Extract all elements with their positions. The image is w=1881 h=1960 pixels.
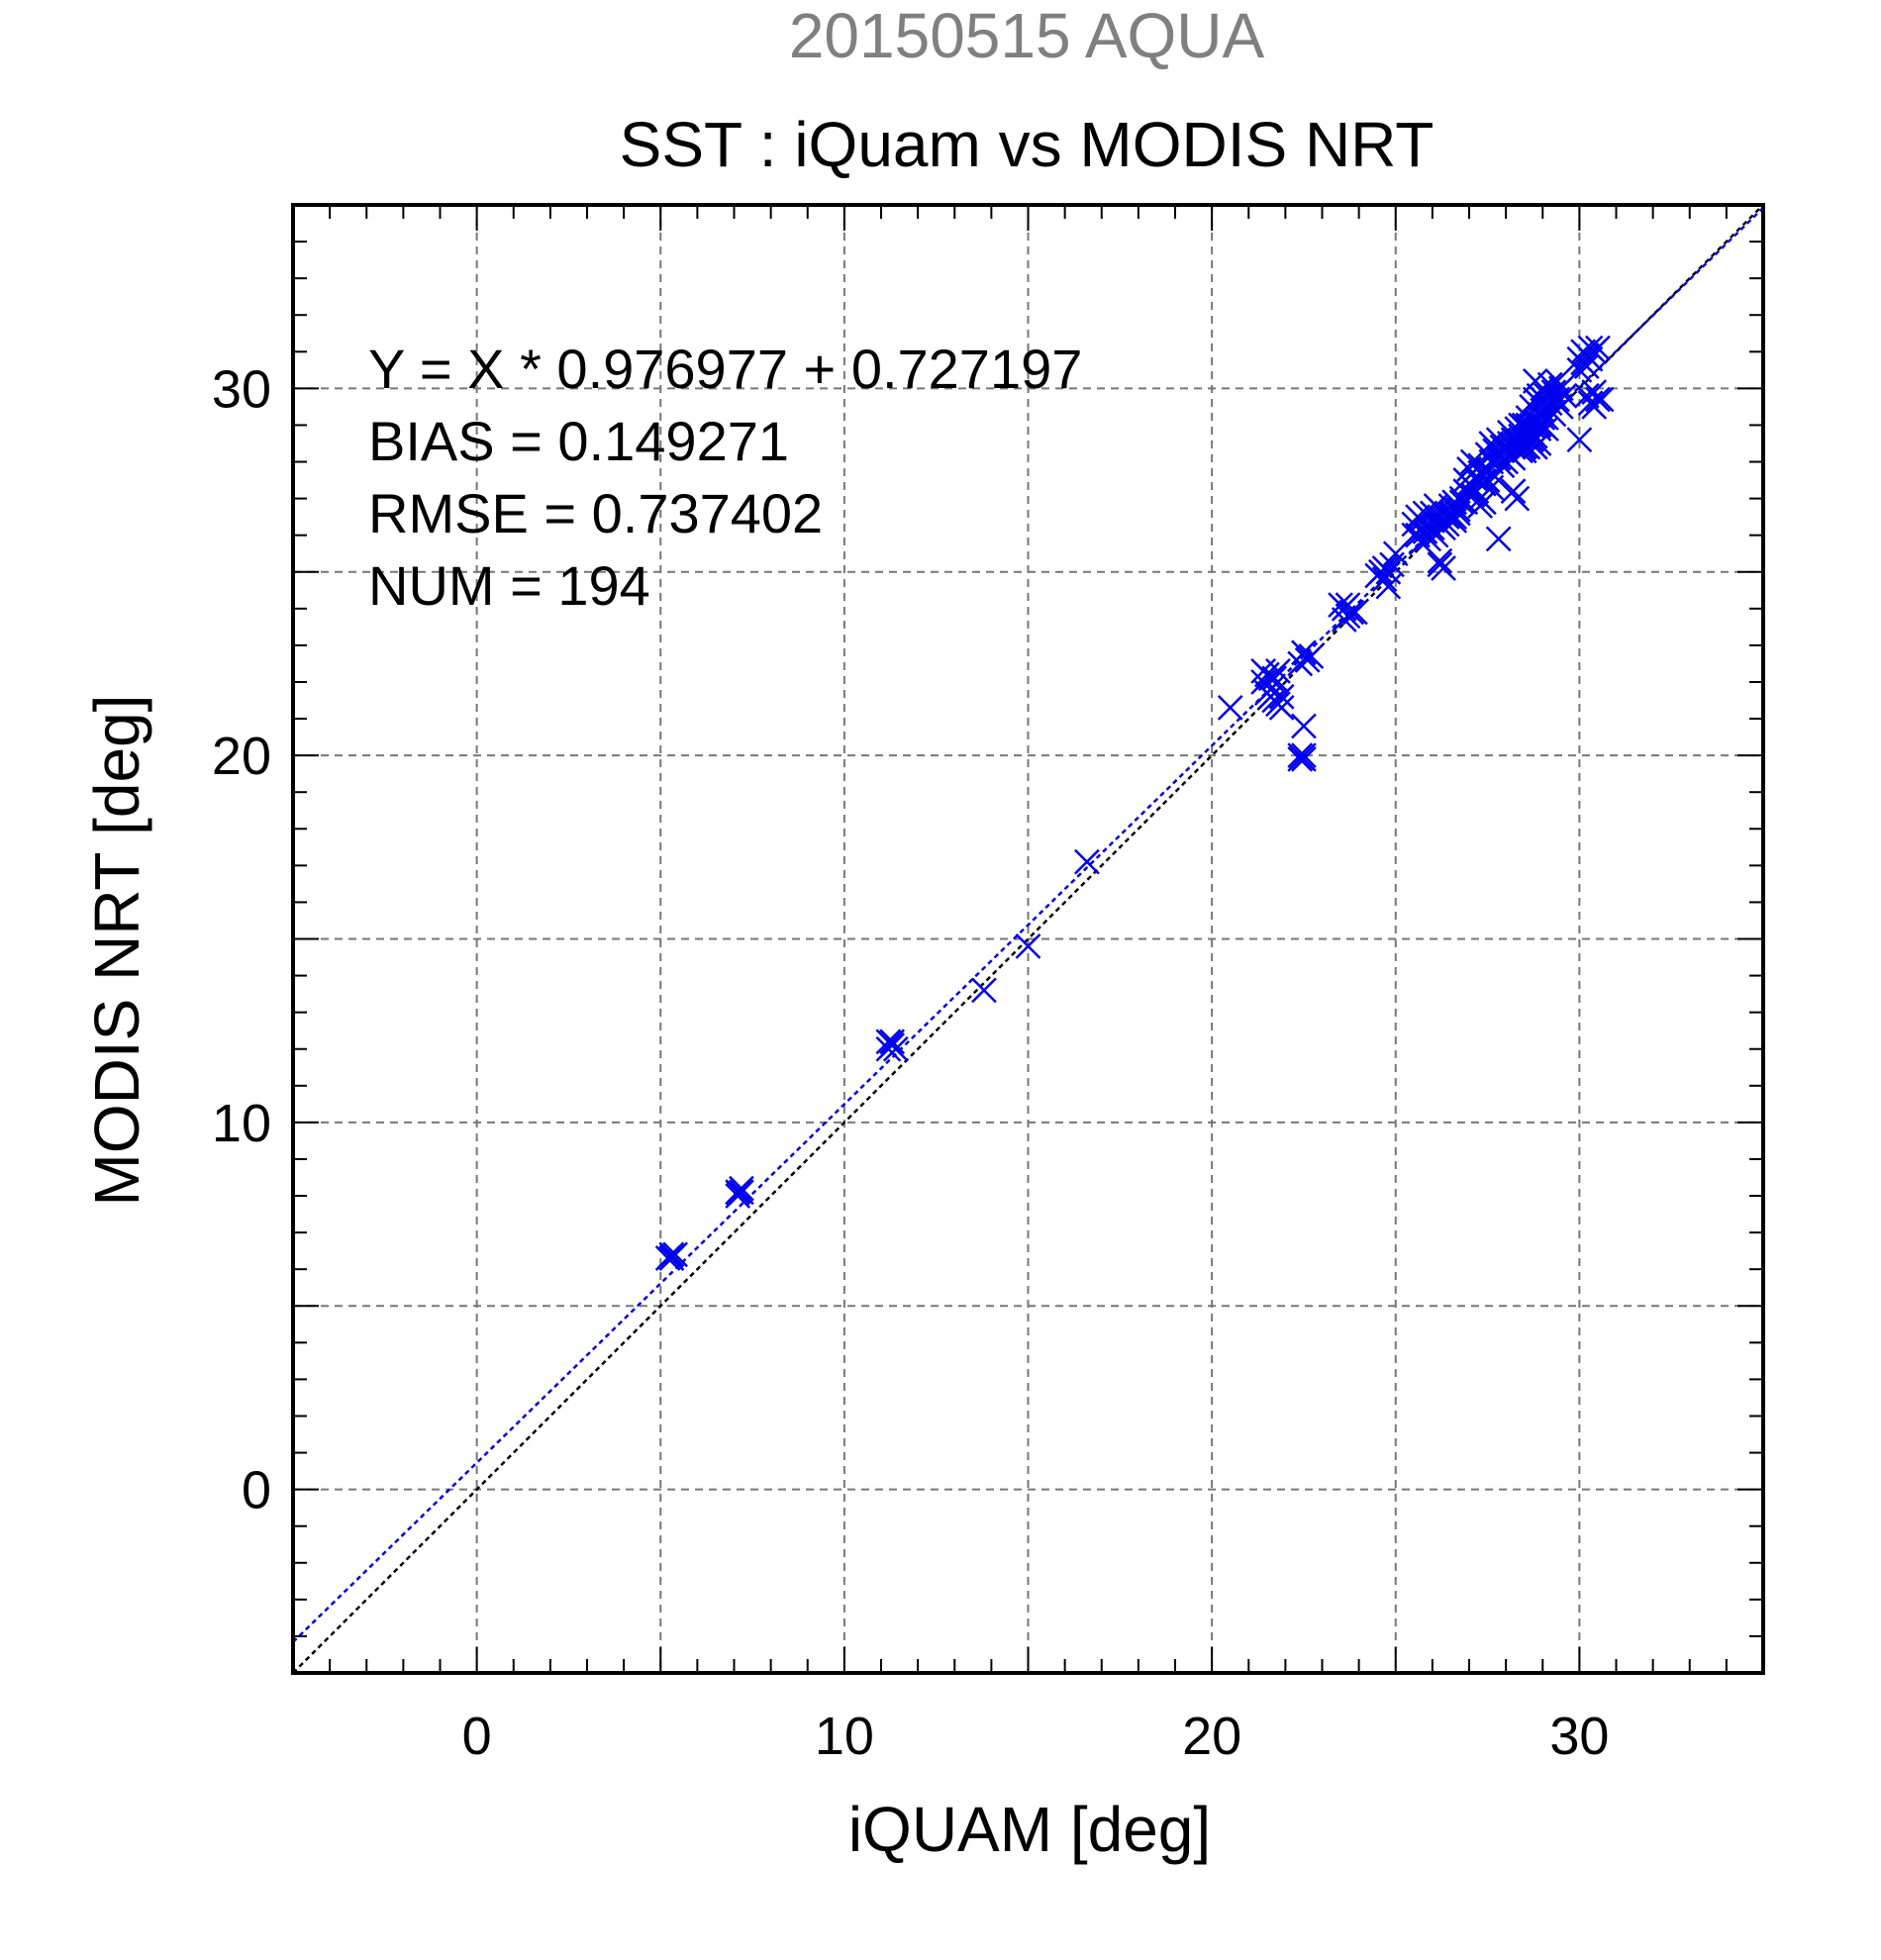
- data-point: [1441, 504, 1468, 531]
- y-tick-label: 0: [242, 1461, 271, 1520]
- data-point: [1504, 427, 1531, 453]
- data-point: [1566, 356, 1593, 383]
- data-point: [1485, 526, 1512, 552]
- data-point: [882, 1035, 909, 1062]
- data-points: [654, 335, 1615, 1271]
- minor-ticks: [293, 205, 1763, 1673]
- data-point: [1217, 695, 1243, 721]
- data-point: [1331, 607, 1357, 633]
- data-point: [1566, 427, 1593, 453]
- chart-title: SST : iQuam vs MODIS NRT: [620, 109, 1435, 180]
- data-point: [1287, 742, 1314, 769]
- data-point: [729, 1179, 754, 1206]
- x-tick-label: 30: [1549, 1707, 1609, 1766]
- data-point: [1544, 368, 1570, 394]
- data-point: [1551, 382, 1578, 409]
- data-point: [1585, 335, 1611, 361]
- data-point: [1530, 386, 1556, 413]
- data-point: [1074, 848, 1100, 875]
- data-point: [1261, 665, 1288, 692]
- stats-box: Y = X * 0.976977 + 0.727197 BIAS = 0.1492…: [368, 338, 1082, 617]
- data-point: [1500, 478, 1527, 505]
- y-tick-labels: 0 10 20 30: [212, 359, 271, 1519]
- data-point: [1478, 431, 1505, 456]
- data-point: [879, 1029, 906, 1055]
- data-point: [1573, 353, 1600, 380]
- data-point: [1511, 412, 1537, 439]
- data-point: [1581, 394, 1608, 420]
- stats-line: Y = X * 0.976977 + 0.727197: [368, 338, 1082, 400]
- x-tick-label: 20: [1182, 1707, 1241, 1766]
- x-axis-label: iQUAM [deg]: [848, 1794, 1211, 1865]
- data-point: [1437, 504, 1464, 531]
- data-point: [1496, 431, 1523, 456]
- data-point: [1375, 558, 1402, 585]
- y-axis-label: MODIS NRT [deg]: [81, 695, 152, 1207]
- data-point: [658, 1245, 685, 1271]
- data-point: [1508, 412, 1534, 439]
- chart-supertitle: 20150515 AQUA: [789, 0, 1265, 71]
- data-point: [1342, 599, 1368, 626]
- data-point: [875, 1035, 902, 1062]
- data-point: [1015, 933, 1041, 959]
- data-point: [1474, 467, 1501, 493]
- data-point: [1478, 474, 1505, 501]
- data-point: [1291, 713, 1317, 739]
- data-point: [1287, 650, 1314, 677]
- data-point: [971, 977, 997, 1004]
- y-tick-label: 10: [212, 1094, 271, 1153]
- data-point: [1448, 489, 1475, 516]
- data-point: [1371, 566, 1398, 593]
- y-tick-label: 20: [212, 727, 271, 786]
- x-tick-label: 10: [815, 1707, 874, 1766]
- data-point: [1291, 742, 1317, 769]
- data-point: [1431, 555, 1456, 581]
- y-tick-label: 30: [212, 359, 271, 419]
- x-tick-labels: 0 10 20 30: [462, 1707, 1610, 1766]
- data-point: [1257, 665, 1284, 692]
- data-point: [658, 1241, 685, 1268]
- stats-line: BIAS = 0.149271: [368, 410, 789, 472]
- stats-line: NUM = 194: [368, 554, 650, 617]
- data-point: [1408, 530, 1435, 555]
- stats-line: RMSE = 0.737402: [368, 482, 823, 544]
- data-point: [1268, 683, 1295, 710]
- data-point: [1416, 515, 1442, 541]
- data-point: [1522, 368, 1548, 394]
- x-tick-label: 0: [462, 1707, 492, 1766]
- data-point: [1504, 485, 1531, 512]
- plot-frame: [291, 203, 1765, 1675]
- data-point: [1585, 386, 1611, 413]
- grid-lines: [293, 205, 1763, 1673]
- data-point: [1253, 680, 1280, 706]
- data-point: [1328, 592, 1353, 619]
- data-point: [1534, 394, 1559, 420]
- data-point: [1298, 643, 1325, 669]
- data-point: [725, 1179, 751, 1206]
